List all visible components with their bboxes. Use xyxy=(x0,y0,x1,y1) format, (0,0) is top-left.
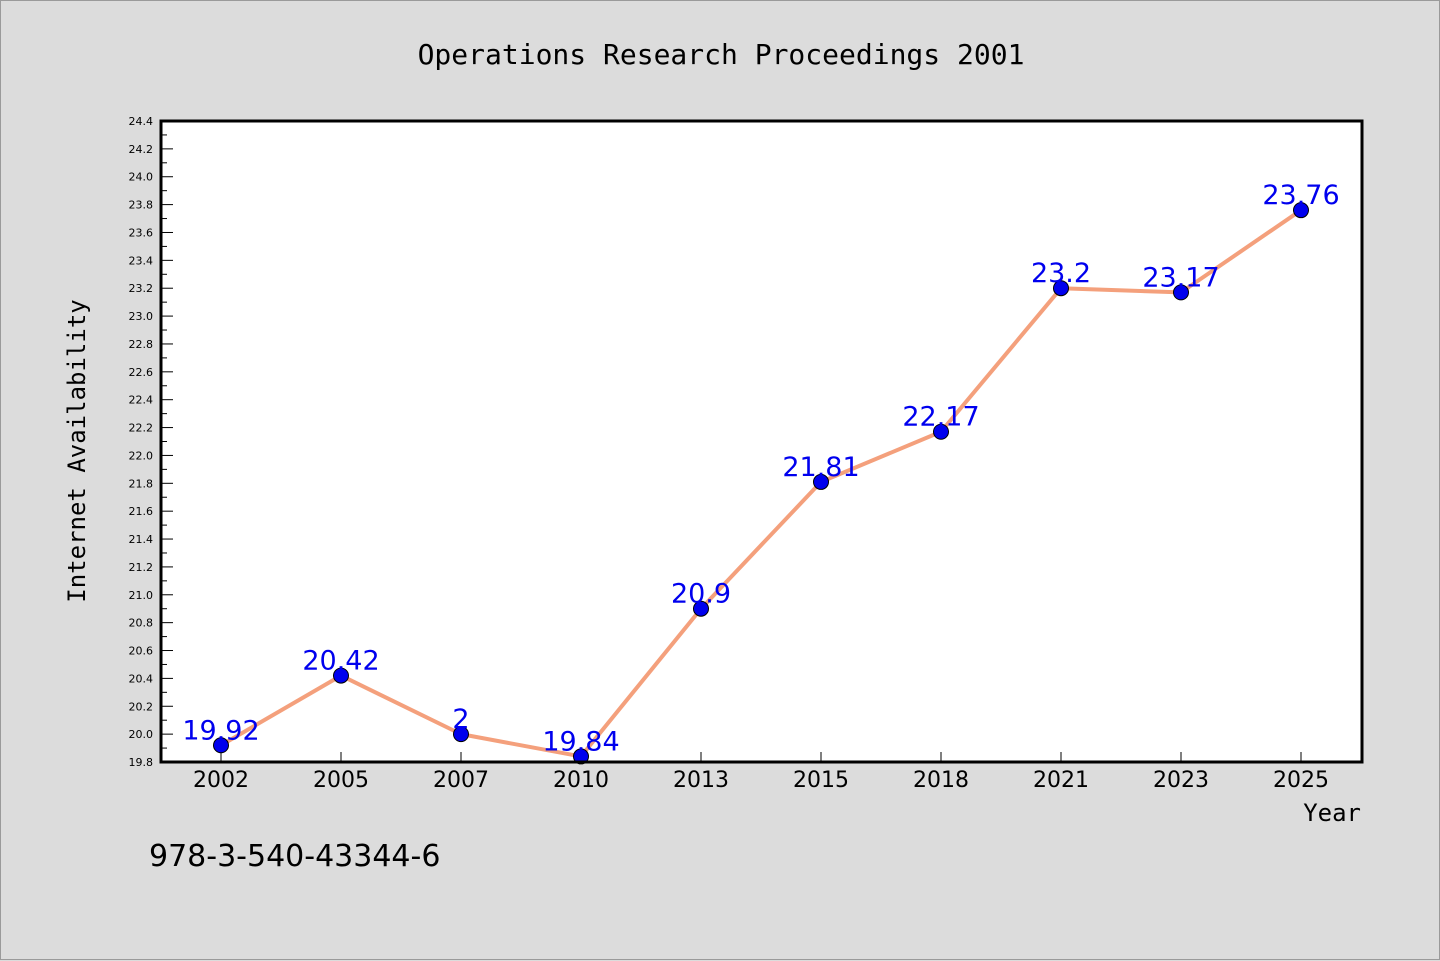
x-tick-label: 2010 xyxy=(553,768,609,793)
x-tick-label: 2002 xyxy=(193,768,249,793)
data-point xyxy=(573,748,589,765)
data-point xyxy=(1053,280,1069,297)
y-tick-label: 21.6 xyxy=(129,505,154,518)
data-point xyxy=(213,737,229,754)
data-labels: 19.92 20.42 2 19.84 20.9 21.81 22.17 23.2 23.17 2… xyxy=(182,180,1339,757)
data-point xyxy=(333,667,349,684)
y-tick-label: 22.6 xyxy=(129,366,154,379)
series-line xyxy=(219,208,1303,759)
data-label: 19.92 xyxy=(182,715,259,746)
y-tick-label: 24.4 xyxy=(129,115,154,128)
y-tick-label: 21.4 xyxy=(129,533,154,546)
y-tick-label: 22.2 xyxy=(129,422,154,435)
x-tick-label: 2013 xyxy=(673,768,729,793)
data-label: 22.17 xyxy=(902,402,979,433)
x-tick-label: 2015 xyxy=(793,768,849,793)
x-tick-label: 2025 xyxy=(1273,768,1329,793)
plot-area xyxy=(161,121,1362,762)
series-group xyxy=(213,202,1309,765)
x-tick-label: 2007 xyxy=(433,768,489,793)
plot-frame xyxy=(159,119,1364,764)
y-tick-label: 22.0 xyxy=(129,449,154,462)
data-label: 20.42 xyxy=(302,646,379,677)
y-tick-label: 22.8 xyxy=(129,338,154,351)
data-label: 23.2 xyxy=(1031,258,1091,289)
y-tick-label: 24.2 xyxy=(129,143,154,156)
y-tick-label: 23.2 xyxy=(129,282,154,295)
x-tick-label: 2023 xyxy=(1153,768,1209,793)
y-tick-label: 22.4 xyxy=(129,394,154,407)
y-tick-label: 23.6 xyxy=(129,226,154,239)
data-label: 2 xyxy=(452,704,469,735)
y-tick-label: 20.6 xyxy=(129,645,154,658)
data-point xyxy=(1293,202,1309,219)
x-tick-label: 2005 xyxy=(313,768,369,793)
data-label: 23.76 xyxy=(1262,180,1339,211)
data-label: 19.84 xyxy=(542,726,619,757)
y-axis-label: Internet Availability xyxy=(63,299,91,602)
y-tick-label: 20.8 xyxy=(129,617,154,630)
y-tick-label: 24.0 xyxy=(129,171,154,184)
x-axis: 2002 2005 2007 2010 2013 2015 2018 2021 2023 2025 xyxy=(193,752,1329,793)
data-point xyxy=(813,473,829,490)
data-point xyxy=(453,726,469,743)
data-point xyxy=(1173,284,1189,301)
y-tick-label: 21.8 xyxy=(129,477,154,490)
data-point xyxy=(693,600,709,617)
data-label: 20.9 xyxy=(671,579,731,610)
y-tick-label: 23.0 xyxy=(129,310,154,323)
chart-title: Operations Research Proceedings 2001 xyxy=(418,38,1025,71)
y-tick-label: 23.8 xyxy=(129,199,154,212)
data-label: 23.17 xyxy=(1142,262,1219,293)
data-label: 21.81 xyxy=(782,452,859,483)
y-tick-label: 20.4 xyxy=(129,672,154,685)
x-tick-label: 2021 xyxy=(1033,768,1089,793)
y-tick-label: 20.2 xyxy=(129,700,154,713)
y-tick-label: 19.8 xyxy=(129,756,154,769)
isbn-footnote: 978-3-540-43344-6 xyxy=(149,839,440,874)
data-point xyxy=(933,423,949,440)
y-tick-label: 21.2 xyxy=(129,561,154,574)
x-tick-label: 2018 xyxy=(913,768,969,793)
y-tick-label: 21.0 xyxy=(129,589,154,602)
y-tick-label: 23.4 xyxy=(129,254,154,267)
x-axis-label: Year xyxy=(1303,799,1361,827)
y-axis: 19.8 20.0 20.2 20.4 20.6 20.8 21.0 21.2 21.4 21.6… xyxy=(129,115,173,769)
y-tick-label: 20.0 xyxy=(129,728,154,741)
